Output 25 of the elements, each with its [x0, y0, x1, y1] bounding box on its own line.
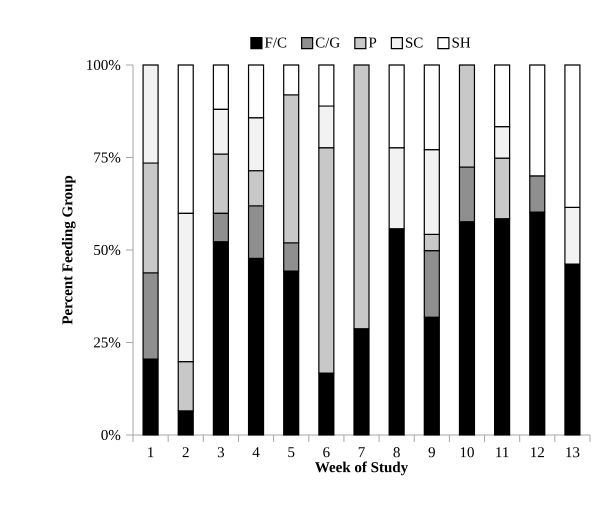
y-tick-label: 25%: [94, 337, 120, 348]
x-axis-title: Week of Study: [315, 462, 408, 476]
legend-label: P: [368, 38, 376, 48]
x-tick-label: 8: [393, 447, 400, 458]
legend-label: F/C: [264, 38, 286, 48]
x-tick-label: 3: [218, 447, 224, 458]
x-tick-label: 10: [460, 447, 474, 458]
x-tick-label: 13: [566, 447, 580, 458]
legend-label: SH: [452, 38, 470, 48]
x-tick-label: 5: [288, 447, 294, 458]
x-tick-label: 2: [182, 447, 189, 458]
x-tick-label: 1: [148, 447, 154, 458]
x-tick-label: 4: [252, 447, 260, 458]
y-tick-label: 50%: [94, 244, 120, 256]
x-tick-label: 12: [531, 447, 544, 458]
x-tick-label: 11: [496, 447, 508, 458]
y-tick-label: 100%: [87, 60, 120, 70]
x-tick-label: 9: [428, 447, 435, 458]
y-tick-label: 75%: [94, 152, 120, 163]
legend-label: SC: [406, 38, 422, 48]
x-tick-label: 7: [358, 447, 365, 458]
legend-label: C/G: [316, 38, 340, 48]
y-tick-label: 0%: [101, 430, 120, 440]
y-axis-title: Percent Feeding Group: [62, 176, 76, 324]
x-tick-label: 6: [323, 447, 330, 458]
